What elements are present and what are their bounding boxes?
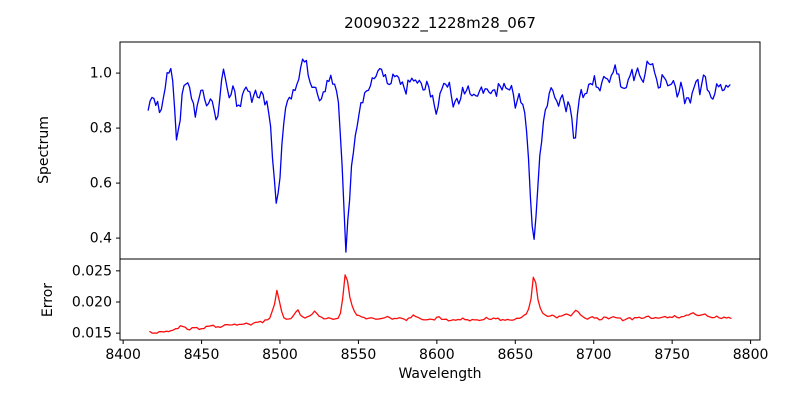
x-axis-label: Wavelength xyxy=(398,366,481,382)
x-tick-label: 8550 xyxy=(341,347,377,363)
x-tick-label: 8800 xyxy=(733,347,769,363)
figure-title: 20090322_1228m28_067 xyxy=(344,14,536,33)
top-y-tick-label: 0.8 xyxy=(90,121,112,137)
bottom-y-tick-label: 0.025 xyxy=(72,263,112,279)
spectrum-y-axis-label: Spectrum xyxy=(36,116,52,184)
x-tick-label: 8650 xyxy=(497,347,533,363)
x-tick-label: 8500 xyxy=(262,347,298,363)
top-panel-y-ticks: 0.4 0.6 0.8 1.0 xyxy=(90,66,120,247)
spectrum-line-series xyxy=(147,58,731,253)
x-tick-label: 8700 xyxy=(576,347,612,363)
bottom-panel-y-ticks: 0.015 0.020 0.025 xyxy=(72,263,120,342)
bottom-y-tick-label: 0.020 xyxy=(72,294,112,310)
top-y-tick-label: 0.4 xyxy=(90,231,112,247)
x-tick-label: 8750 xyxy=(654,347,690,363)
x-tick-label: 8400 xyxy=(105,347,141,363)
bottom-panel: 0.015 0.020 0.025 8400 8450 8500 8550 8600 8650… xyxy=(40,258,768,382)
bottom-panel-frame xyxy=(119,258,761,341)
bottom-y-tick-label: 0.015 xyxy=(72,326,112,342)
x-axis-ticks: 8400 8450 8500 8550 8600 8650 8700 8750 8800 xyxy=(105,340,768,363)
error-y-axis-label: Error xyxy=(40,283,56,317)
error-line-series xyxy=(149,274,732,334)
x-tick-label: 8600 xyxy=(419,347,455,363)
x-tick-label: 8450 xyxy=(184,347,220,363)
top-y-tick-label: 0.6 xyxy=(90,176,112,192)
top-y-tick-label: 1.0 xyxy=(90,66,112,82)
